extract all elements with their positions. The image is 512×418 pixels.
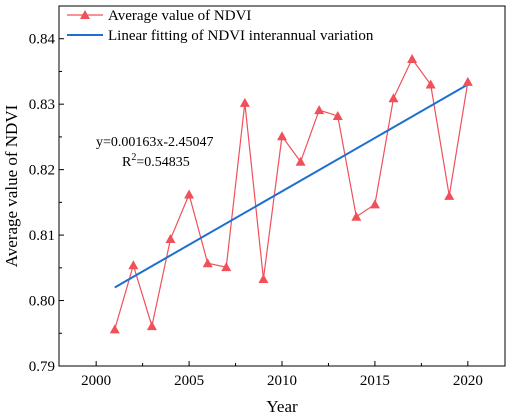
x-tick-label-3: 2015 bbox=[360, 373, 390, 389]
ndvi-point-2008 bbox=[239, 97, 250, 107]
ndvi-point-2013 bbox=[332, 110, 343, 120]
ndvi-point-2011 bbox=[295, 156, 306, 166]
fit-trend-line bbox=[114, 83, 469, 289]
ndvi-point-2005 bbox=[184, 189, 195, 199]
legend-marker-ndvi bbox=[80, 10, 90, 19]
x-tick-label-1: 2005 bbox=[174, 373, 204, 389]
ndvi-point-2015 bbox=[369, 199, 380, 209]
x-axis-title: Year bbox=[266, 397, 298, 416]
r2-superscript: 2 bbox=[131, 152, 136, 163]
x-tick-label-4: 2020 bbox=[453, 373, 483, 389]
y-tick-label-1: 0.80 bbox=[29, 294, 55, 310]
y-tick-label-2: 0.81 bbox=[29, 228, 55, 244]
ndvi-point-2018 bbox=[425, 79, 436, 89]
y-tick-label-3: 0.82 bbox=[29, 163, 55, 179]
legend: Average value of NDVI Linear fitting of … bbox=[67, 8, 374, 44]
plot-frame bbox=[58, 5, 506, 367]
ndvi-point-2006 bbox=[202, 258, 213, 268]
ndvi-point-2012 bbox=[314, 105, 325, 115]
ndvi-point-2001 bbox=[109, 324, 120, 334]
ndvi-series-line bbox=[114, 57, 469, 330]
r2-value: =0.54835 bbox=[136, 155, 189, 170]
ndvi-point-2002 bbox=[128, 260, 139, 270]
y-tick-label-0: 0.79 bbox=[29, 359, 55, 375]
fit-r-squared: R2=0.54835 bbox=[122, 152, 190, 170]
r2-prefix: R bbox=[122, 155, 132, 170]
ndvi-point-2019 bbox=[444, 190, 455, 200]
ndvi-point-2007 bbox=[221, 262, 232, 272]
ndvi-point-2010 bbox=[277, 131, 287, 141]
y-tick-label-4: 0.83 bbox=[29, 97, 55, 113]
y-tick-label-5: 0.84 bbox=[29, 32, 56, 48]
ndvi-point-2003 bbox=[146, 321, 157, 331]
ndvi-point-2016 bbox=[388, 93, 399, 103]
y-axis-title: Average value of NDVI bbox=[2, 104, 21, 267]
ndvi-point-2004 bbox=[165, 234, 176, 244]
x-axis-ticks: 2000 2005 2010 2015 2020 bbox=[81, 361, 483, 389]
x-tick-label-0: 2000 bbox=[81, 373, 111, 389]
ndvi-point-2009 bbox=[258, 273, 269, 283]
ndvi-point-2017 bbox=[407, 54, 418, 64]
legend-label-ndvi: Average value of NDVI bbox=[108, 8, 251, 24]
ndvi-point-2014 bbox=[351, 211, 362, 221]
ndvi-point-2020 bbox=[462, 76, 473, 86]
y-axis-ticks: 0.79 0.80 0.81 0.82 0.83 0.84 bbox=[29, 32, 64, 375]
legend-label-fit: Linear fitting of NDVI interannual varia… bbox=[108, 28, 374, 44]
fit-equation: y=0.00163x-2.45047 bbox=[96, 135, 214, 150]
x-tick-label-2: 2010 bbox=[267, 373, 297, 389]
series-layer bbox=[109, 54, 473, 334]
